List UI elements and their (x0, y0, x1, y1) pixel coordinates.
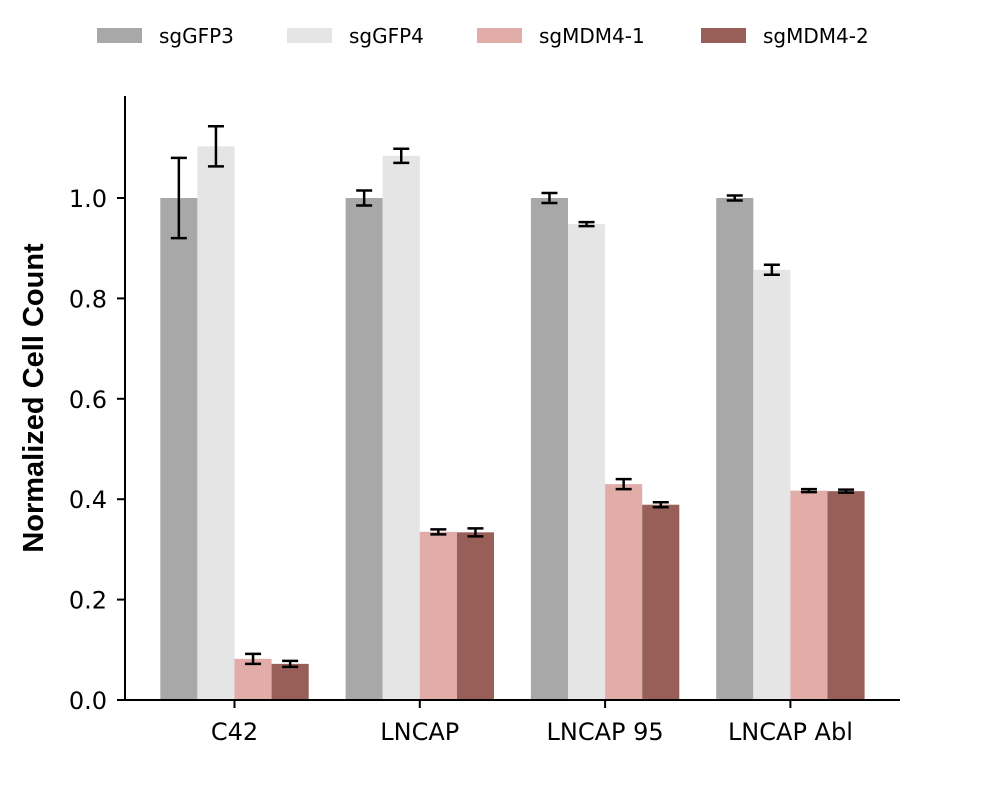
bar (827, 491, 865, 700)
bar (345, 198, 383, 700)
x-tick-label: LNCAP 95 (547, 718, 664, 746)
bar (753, 269, 791, 700)
bar (197, 146, 235, 700)
bar (642, 504, 680, 700)
bar (530, 198, 568, 700)
legend: sgGFP3 sgGFP4 sgMDM4-1 sgMDM4-2 (97, 24, 869, 48)
bar (271, 663, 309, 700)
bar (419, 531, 457, 700)
bar (568, 224, 606, 700)
bar (234, 658, 272, 700)
y-ticks: 0.0 0.2 0.4 0.6 0.8 1.0 (69, 185, 125, 715)
y-tick-label: 0.8 (69, 285, 107, 313)
legend-swatch (477, 28, 522, 43)
bars (160, 146, 865, 700)
x-tick-label: LNCAP (380, 718, 459, 746)
error-bars (170, 124, 855, 669)
legend-label: sgGFP3 (159, 24, 234, 48)
y-axis-title: Normalized Cell Count (18, 243, 50, 553)
y-tick-label: 0.0 (69, 687, 107, 715)
bar (716, 198, 754, 700)
bar (382, 155, 420, 700)
x-ticks: C42 LNCAP LNCAP 95 LNCAP Abl (211, 700, 853, 746)
legend-swatch (97, 28, 142, 43)
y-tick-label: 0.4 (69, 486, 107, 514)
bar (605, 484, 643, 700)
x-tick-label: C42 (211, 718, 258, 746)
y-tick-label: 0.6 (69, 386, 107, 414)
legend-label: sgGFP4 (349, 24, 424, 48)
x-tick-label: LNCAP Abl (728, 718, 853, 746)
legend-label: sgMDM4-1 (539, 24, 645, 48)
bar (790, 490, 828, 700)
y-tick-label: 1.0 (69, 185, 107, 213)
y-tick-label: 0.2 (69, 587, 107, 615)
bar (160, 198, 198, 700)
legend-swatch (287, 28, 332, 43)
legend-label: sgMDM4-2 (763, 24, 869, 48)
legend-swatch (701, 28, 746, 43)
bar (456, 532, 494, 700)
